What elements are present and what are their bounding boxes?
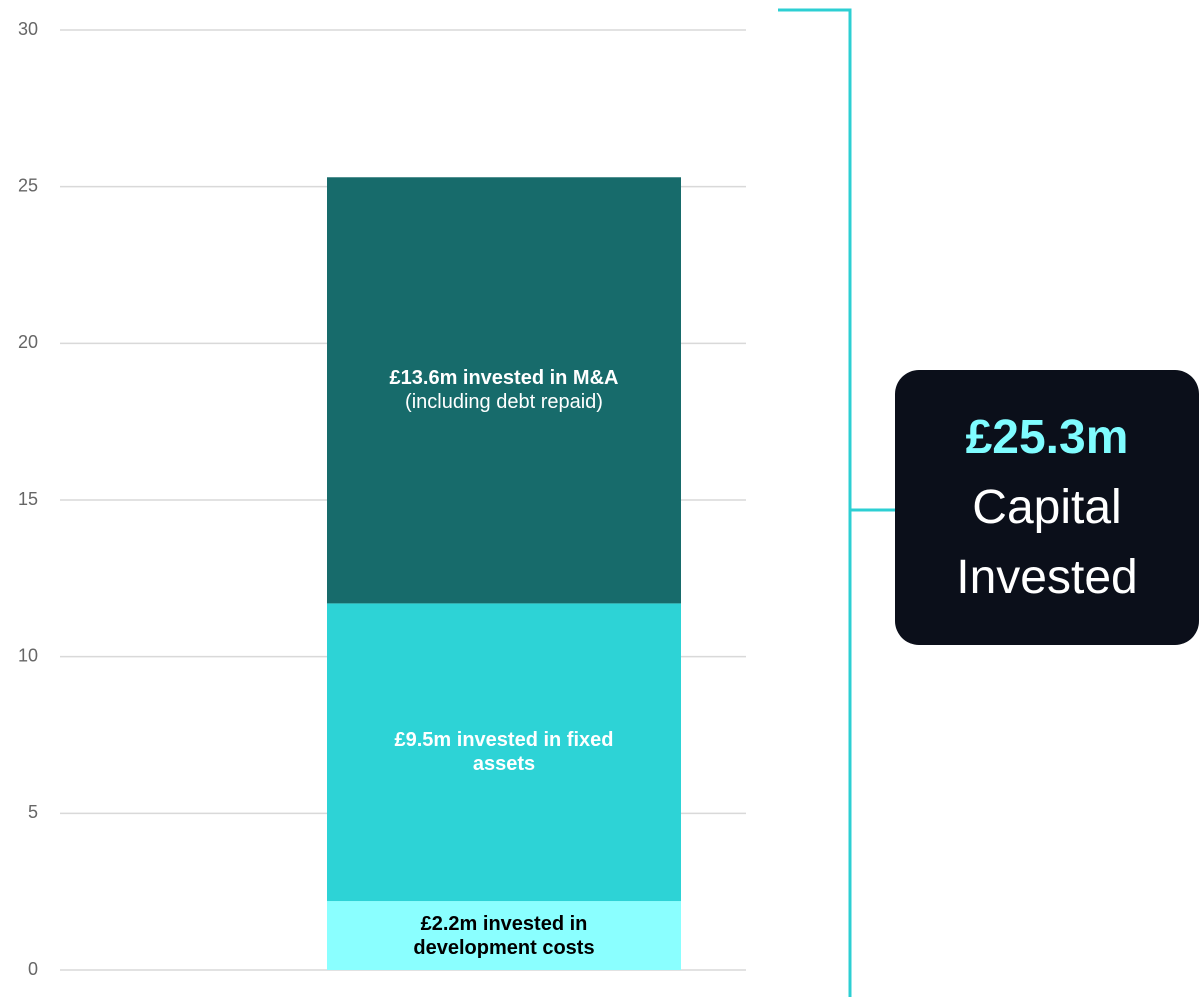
- data-label-note: (including debt repaid): [405, 391, 603, 414]
- bar-segment: [327, 603, 681, 902]
- data-label-main: £9.5m invested in fixed assets: [394, 729, 614, 776]
- y-tick-label: 30: [18, 19, 38, 39]
- bar-segment: [327, 901, 681, 970]
- y-tick-label: 10: [18, 645, 38, 665]
- y-tick-label: 15: [18, 489, 38, 509]
- callout-box: £25.3m Capital Invested: [895, 370, 1199, 645]
- y-tick-label: 25: [18, 175, 38, 195]
- bar-segment: [327, 177, 681, 604]
- bracket: [778, 8, 852, 997]
- data-label-main: £2.2m invested in development costs: [413, 912, 595, 959]
- callout-value: £25.3m: [965, 410, 1129, 464]
- data-label: £2.2m invested in development costs: [374, 912, 634, 960]
- data-label: £13.6m invested in M&A (including debt re…: [374, 366, 634, 414]
- data-label-main: £13.6m invested in M&A: [389, 367, 619, 390]
- y-tick-label: 0: [28, 959, 38, 979]
- callout-text: Capital Invested: [956, 480, 1138, 604]
- y-tick-label: 20: [18, 332, 38, 352]
- data-label: £9.5m invested in fixed assets: [374, 728, 634, 776]
- y-tick-label: 5: [28, 802, 38, 822]
